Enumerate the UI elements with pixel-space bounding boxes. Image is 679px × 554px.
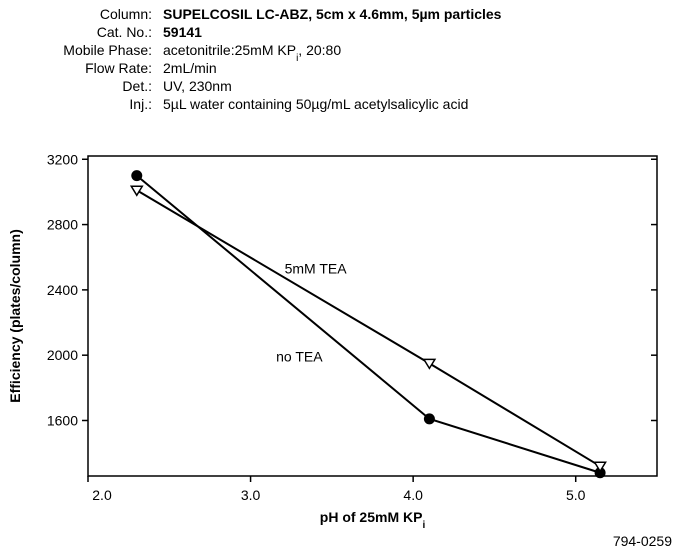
series-line bbox=[136, 189, 601, 468]
x-tick-label: 5.0 bbox=[566, 487, 586, 503]
y-tick-label: 2000 bbox=[47, 347, 78, 363]
condition-label: Det.: bbox=[122, 78, 152, 94]
x-tick-label: 3.0 bbox=[241, 487, 261, 503]
condition-value: 2mL/min bbox=[163, 60, 217, 76]
series-label: 5mM TEA bbox=[285, 261, 348, 277]
y-tick-label: 2800 bbox=[47, 217, 78, 233]
text-part: acetonitrile:25mM KP bbox=[163, 42, 296, 58]
text-part: , 20:80 bbox=[298, 42, 341, 58]
series-label: no TEA bbox=[276, 349, 323, 365]
point bbox=[594, 467, 606, 479]
y-tick-label: 3200 bbox=[47, 151, 78, 167]
condition-label: Inj.: bbox=[129, 96, 152, 112]
plot-frame bbox=[87, 155, 658, 477]
text-part: UV, 230nm bbox=[163, 78, 232, 94]
point bbox=[129, 185, 144, 197]
y-tick-label: 2400 bbox=[47, 282, 78, 298]
condition-label: Column: bbox=[100, 6, 152, 22]
condition-label: Cat. No.: bbox=[97, 24, 152, 40]
figure-code: 794-0259 bbox=[613, 533, 672, 549]
condition-value: acetonitrile:25mM KPi, 20:80 bbox=[163, 42, 341, 64]
text-part: 59141 bbox=[163, 24, 202, 40]
subscript: i bbox=[422, 520, 425, 531]
text-part: SUPELCOSIL LC-ABZ, 5cm x 4.6mm, 5µm part… bbox=[163, 6, 502, 22]
subscript: i bbox=[296, 53, 298, 64]
point bbox=[423, 413, 435, 425]
condition-value: UV, 230nm bbox=[163, 78, 232, 94]
condition-value: 59141 bbox=[163, 24, 202, 40]
x-axis-label: pH of 25mM KPi bbox=[320, 509, 426, 531]
text-part: pH of 25mM KP bbox=[320, 509, 423, 525]
point bbox=[593, 461, 607, 473]
x-tick-label: 4.0 bbox=[403, 487, 423, 503]
text-part: 2mL/min bbox=[163, 60, 217, 76]
x-tick-label: 2.0 bbox=[92, 487, 112, 503]
condition-value: SUPELCOSIL LC-ABZ, 5cm x 4.6mm, 5µm part… bbox=[163, 6, 502, 22]
condition-label: Mobile Phase: bbox=[63, 42, 152, 58]
y-tick-label: 1600 bbox=[47, 412, 78, 428]
series-line bbox=[136, 174, 601, 474]
condition-label: Flow Rate: bbox=[85, 60, 152, 76]
y-axis-label: Efficiency (plates/column) bbox=[7, 229, 23, 402]
text-part: 5µL water containing 50µg/mL acetylsalic… bbox=[163, 96, 468, 112]
point bbox=[131, 170, 143, 182]
condition-value: 5µL water containing 50µg/mL acetylsalic… bbox=[163, 96, 468, 112]
point bbox=[422, 358, 437, 370]
